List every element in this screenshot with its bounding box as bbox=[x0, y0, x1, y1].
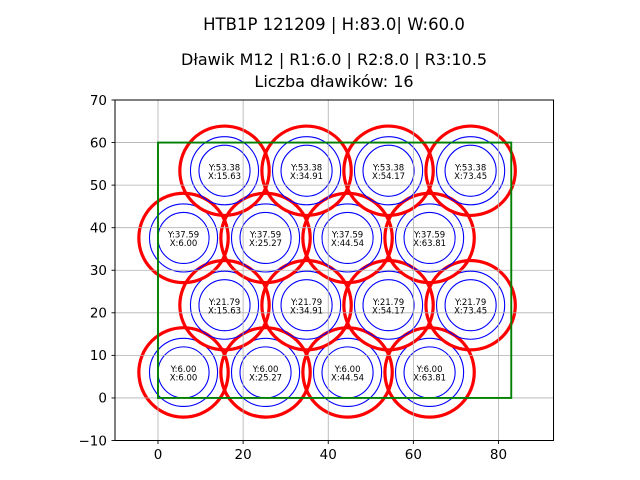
gland-label-y: Y:53.38 bbox=[372, 164, 404, 174]
gland-outer-circle bbox=[137, 191, 230, 285]
gland-label-x: X:73.45 bbox=[454, 172, 487, 182]
gland-outer-circle bbox=[342, 124, 435, 218]
gland-inner-circle bbox=[362, 144, 415, 197]
x-tick-label: 20 bbox=[235, 447, 252, 463]
gland-middle-circle bbox=[230, 337, 301, 408]
gland-outer-circle bbox=[383, 326, 476, 419]
gland-middle-circle bbox=[312, 337, 383, 408]
gland-outer-circle bbox=[301, 191, 394, 285]
gland-label-x: X:63.81 bbox=[413, 239, 446, 249]
gland-label-y: Y:21.79 bbox=[372, 298, 404, 308]
gland-count-label: Liczba dławików: 16 bbox=[254, 72, 414, 91]
gland-inner-circle bbox=[198, 144, 251, 197]
gland-outer-circle bbox=[301, 326, 394, 419]
gland-outer-circle bbox=[178, 258, 271, 352]
gland-label-y: Y:37.59 bbox=[167, 231, 199, 241]
y-tick-label: 40 bbox=[90, 220, 107, 236]
gland-outer-circle bbox=[260, 258, 353, 352]
gland-middle-circle bbox=[148, 337, 219, 408]
gland-inner-circle bbox=[444, 144, 497, 197]
gland-label-y: Y:53.38 bbox=[290, 164, 322, 174]
enclosure-rect bbox=[157, 141, 513, 399]
gland-label-x: X:15.63 bbox=[208, 172, 241, 182]
y-tick-label: 60 bbox=[90, 135, 107, 151]
gland-inner-circle bbox=[403, 211, 456, 265]
gland-middle-circle bbox=[271, 136, 342, 206]
gland-label-y: Y:6.00 bbox=[170, 365, 197, 375]
gland-label-x: X:25.27 bbox=[249, 239, 282, 249]
x-tick-label: 60 bbox=[405, 447, 422, 463]
gland-middle-circle bbox=[394, 337, 465, 408]
y-tick-label: 0 bbox=[98, 391, 107, 407]
gland-middle-circle bbox=[353, 136, 424, 206]
y-tick-label: 10 bbox=[90, 348, 107, 364]
gland-label-y: Y:37.59 bbox=[331, 231, 363, 241]
gland-outer-circle bbox=[137, 326, 230, 419]
y-tick-label: −10 bbox=[79, 433, 108, 449]
gland-label-y: Y:37.59 bbox=[413, 231, 445, 241]
gland-outer-circle bbox=[260, 124, 353, 218]
gland-inner-circle bbox=[362, 279, 415, 332]
gland-label-x: X:63.81 bbox=[413, 374, 446, 384]
gland-label-y: Y:6.00 bbox=[334, 365, 361, 375]
y-tick-label: 70 bbox=[90, 93, 107, 109]
gland-inner-circle bbox=[321, 211, 374, 265]
gland-label-x: X:6.00 bbox=[170, 239, 198, 249]
x-tick-label: 40 bbox=[320, 447, 337, 463]
y-tick-label: 20 bbox=[90, 306, 107, 322]
gland-outer-circle bbox=[383, 191, 476, 285]
gland-label-x: X:73.45 bbox=[454, 306, 487, 316]
gland-outer-circle bbox=[342, 258, 435, 352]
y-tick-label: 50 bbox=[90, 178, 107, 194]
gland-label-y: Y:37.59 bbox=[249, 231, 281, 241]
gland-inner-circle bbox=[444, 279, 497, 332]
gland-label-y: Y:6.00 bbox=[252, 365, 279, 375]
y-tick-label: 30 bbox=[90, 263, 107, 279]
gland-middle-circle bbox=[353, 270, 424, 340]
gland-middle-circle bbox=[436, 136, 506, 206]
gland-outer-circle bbox=[219, 191, 312, 285]
gland-label-x: X:54.17 bbox=[372, 306, 405, 316]
gland-middle-circle bbox=[394, 203, 465, 273]
gland-inner-circle bbox=[198, 279, 251, 332]
gland-inner-circle bbox=[239, 211, 292, 265]
gland-label-x: X:54.17 bbox=[372, 172, 405, 182]
x-tick-label: 80 bbox=[490, 447, 507, 463]
gland-label-x: X:34.91 bbox=[290, 306, 323, 316]
gland-outer-circle bbox=[424, 258, 517, 352]
x-tick-label: 0 bbox=[154, 447, 163, 463]
gland-middle-circle bbox=[189, 270, 260, 340]
gland-outer-circle bbox=[178, 124, 271, 218]
gland-label-y: Y:21.79 bbox=[454, 298, 486, 308]
gland-label-y: Y:6.00 bbox=[416, 365, 443, 375]
gland-middle-circle bbox=[436, 270, 506, 340]
gland-label-x: X:44.54 bbox=[331, 239, 364, 249]
gland-middle-circle bbox=[271, 270, 342, 340]
gland-label-x: X:6.00 bbox=[170, 374, 198, 384]
gland-middle-circle bbox=[189, 136, 260, 206]
gland-label-y: Y:21.79 bbox=[290, 298, 322, 308]
gland-inner-circle bbox=[280, 144, 333, 197]
gland-outer-circle bbox=[424, 124, 517, 218]
gland-label-x: X:34.91 bbox=[290, 172, 323, 182]
chart-title: HTB1P 121209 | H:83.0| W:60.0 bbox=[203, 15, 465, 34]
gland-label-x: X:15.63 bbox=[208, 306, 241, 316]
gland-outer-circle bbox=[219, 326, 312, 419]
chart-subtitle: Dławik M12 | R1:6.0 | R2:8.0 | R3:10.5 bbox=[181, 50, 487, 69]
gland-label-y: Y:53.38 bbox=[454, 164, 486, 174]
gland-label-x: X:44.54 bbox=[331, 374, 364, 384]
gland-inner-circle bbox=[280, 279, 333, 332]
gland-middle-circle bbox=[148, 203, 219, 273]
gland-label-y: Y:53.38 bbox=[208, 164, 240, 174]
gland-middle-circle bbox=[312, 203, 383, 273]
gland-label-x: X:25.27 bbox=[249, 374, 282, 384]
gland-middle-circle bbox=[230, 203, 301, 273]
gland-label-y: Y:21.79 bbox=[208, 298, 240, 308]
